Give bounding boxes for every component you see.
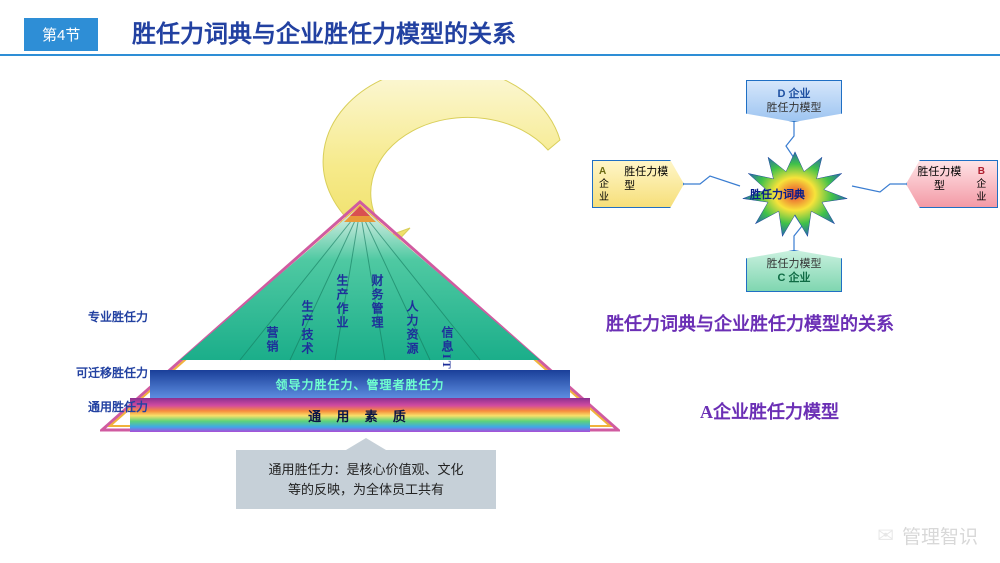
node-code: C 企业 <box>753 271 835 285</box>
caption-model-a: A企业胜任力模型 <box>700 398 839 424</box>
annotation-line1: 通用胜任力：是核心价值观、文化 <box>250 460 482 480</box>
network-diagram: 胜任力词典 A 企业 胜任力模型 胜任力模型 B 企业 D 企业 胜任力模型 胜… <box>590 80 980 320</box>
pyramid-diagram: 营销 生产技术 生产作业 财务管理 人力资源 信息IT 领导力胜任力、管理者胜任… <box>100 200 620 460</box>
side-label-transferable: 可迁移胜任力 <box>76 364 148 381</box>
node-sub: 企业 <box>972 178 991 204</box>
annotation-box: 通用胜任力：是核心价值观、文化 等的反映，为全体员工共有 <box>236 450 496 509</box>
side-label-professional: 专业胜任力 <box>88 308 148 325</box>
header-underline <box>0 54 1000 56</box>
dept-label: 人力资源 <box>404 300 421 371</box>
dept-label: 信息IT <box>439 326 456 371</box>
pyramid-general-band: 通 用 素 质 <box>130 398 590 432</box>
network-center-label: 胜任力词典 <box>750 186 805 202</box>
pyramid-departments: 营销 生产技术 生产作业 财务管理 人力资源 信息IT <box>264 270 456 371</box>
annotation-line2: 等的反映，为全体员工共有 <box>250 480 482 500</box>
caption-relationship: 胜任力词典与企业胜任力模型的关系 <box>606 310 894 336</box>
node-label: 胜任力模型 <box>624 165 677 203</box>
network-node-b: 胜任力模型 B 企业 <box>906 160 998 208</box>
network-node-c: 胜任力模型 C 企业 <box>746 250 842 292</box>
watermark-text: 管理智识 <box>902 522 978 549</box>
section-tag: 第4节 <box>24 18 98 51</box>
node-code: A <box>599 165 618 178</box>
dept-label: 营销 <box>264 326 281 371</box>
wechat-icon: ✉ <box>877 523 894 548</box>
network-node-a: A 企业 胜任力模型 <box>592 160 684 208</box>
node-label: 胜任力模型 <box>753 101 835 115</box>
node-label: 胜任力模型 <box>913 165 966 203</box>
dept-label: 生产技术 <box>299 300 316 371</box>
slide-header: 第4节 胜任力词典与企业胜任力模型的关系 <box>0 18 1000 62</box>
watermark: ✉ 管理智识 <box>877 522 978 549</box>
dept-label: 生产作业 <box>334 274 351 371</box>
side-label-general: 通用胜任力 <box>88 398 148 415</box>
node-code: B <box>972 165 991 178</box>
node-code: D 企业 <box>753 87 835 101</box>
node-label: 胜任力模型 <box>753 257 835 271</box>
pyramid-leadership-band: 领导力胜任力、管理者胜任力 <box>150 370 570 398</box>
dept-label: 财务管理 <box>369 274 386 371</box>
node-sub: 企业 <box>599 178 618 204</box>
slide-title: 胜任力词典与企业胜任力模型的关系 <box>132 14 516 49</box>
network-node-d: D 企业 胜任力模型 <box>746 80 842 122</box>
